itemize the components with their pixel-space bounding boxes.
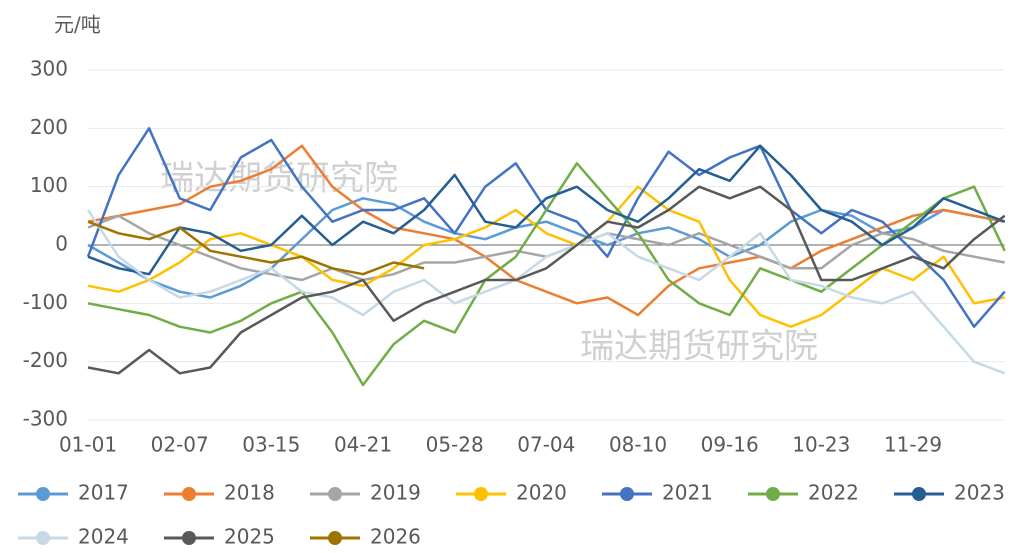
y-tick-label: 300 bbox=[30, 57, 68, 81]
legend-marker bbox=[474, 487, 488, 501]
series-line bbox=[87, 162, 1006, 387]
legend-label: 2024 bbox=[78, 525, 129, 549]
legend-marker bbox=[328, 487, 342, 501]
legend-item: 2022 bbox=[748, 481, 859, 505]
legend-label: 2025 bbox=[224, 525, 275, 549]
legend-item: 2025 bbox=[164, 525, 275, 549]
legend-label: 2026 bbox=[370, 525, 421, 549]
series-line bbox=[87, 185, 1005, 328]
legend-label: 2017 bbox=[78, 481, 129, 505]
y-tick-label: 200 bbox=[30, 115, 68, 139]
y-tick-label: 0 bbox=[55, 232, 68, 256]
legend-item: 2019 bbox=[310, 481, 421, 505]
y-tick-label: -200 bbox=[23, 348, 68, 372]
legend-label: 2021 bbox=[662, 481, 713, 505]
legend-label: 2019 bbox=[370, 481, 421, 505]
legend-label: 2018 bbox=[224, 481, 275, 505]
legend-marker bbox=[328, 531, 342, 545]
legend-item: 2018 bbox=[164, 481, 275, 505]
legend-label: 2023 bbox=[954, 481, 1005, 505]
legend-item: 2020 bbox=[456, 481, 567, 505]
series-line bbox=[87, 144, 1006, 276]
series-line bbox=[87, 185, 1006, 375]
legend-label: 2022 bbox=[808, 481, 859, 505]
legend-item: 2021 bbox=[602, 481, 713, 505]
y-tick-label: -300 bbox=[23, 407, 68, 431]
legend-marker bbox=[182, 531, 196, 545]
legend-marker bbox=[620, 487, 634, 501]
y-tick-label: -100 bbox=[23, 290, 68, 314]
y-tick-label: 100 bbox=[30, 173, 68, 197]
legend-marker bbox=[766, 487, 780, 501]
x-tick-label: 11-29 bbox=[884, 433, 942, 457]
legend-marker bbox=[182, 487, 196, 501]
x-tick-label: 03-15 bbox=[242, 433, 300, 457]
legend-item: 2024 bbox=[18, 525, 129, 549]
legend-label: 2020 bbox=[516, 481, 567, 505]
legend-marker bbox=[912, 487, 926, 501]
series-line bbox=[87, 220, 425, 276]
series-line bbox=[86, 209, 1006, 375]
y-unit: 元/吨 bbox=[54, 13, 101, 37]
legend-item: 2017 bbox=[18, 481, 129, 505]
watermark: 瑞达期货研究院 bbox=[580, 327, 818, 367]
x-tick-label: 08-10 bbox=[609, 433, 667, 457]
legend-marker bbox=[36, 531, 50, 545]
legend-item: 2026 bbox=[310, 525, 421, 549]
series-line bbox=[87, 197, 1005, 299]
x-tick-label: 02-07 bbox=[151, 433, 209, 457]
series-line bbox=[87, 144, 1005, 317]
legend-item: 2023 bbox=[894, 481, 1005, 505]
x-tick-label: 04-21 bbox=[334, 433, 392, 457]
x-tick-label: 07-04 bbox=[517, 433, 575, 457]
x-tick-label: 05-28 bbox=[426, 433, 484, 457]
legend-marker bbox=[36, 487, 50, 501]
x-tick-label: 09-16 bbox=[701, 433, 759, 457]
x-tick-label: 10-23 bbox=[792, 433, 850, 457]
x-tick-label: 01-01 bbox=[59, 433, 117, 457]
